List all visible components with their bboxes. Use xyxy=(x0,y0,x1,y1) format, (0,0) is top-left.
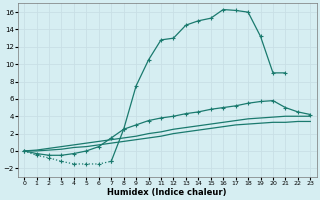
X-axis label: Humidex (Indice chaleur): Humidex (Indice chaleur) xyxy=(108,188,227,197)
